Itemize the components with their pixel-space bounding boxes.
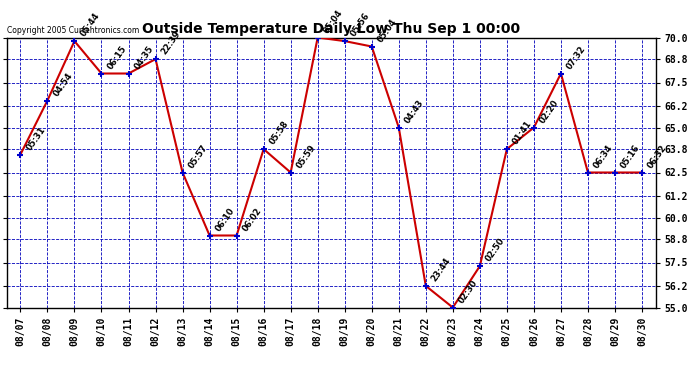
Text: 05:58: 05:58 [268,119,290,146]
Text: 02:30: 02:30 [457,278,480,305]
Text: 06:34: 06:34 [592,143,615,170]
Text: 07:32: 07:32 [565,44,588,71]
Title: Outside Temperature Daily Low Thu Sep 1 00:00: Outside Temperature Daily Low Thu Sep 1 … [142,22,520,36]
Text: 04:35: 04:35 [132,44,155,71]
Text: 06:02: 06:02 [241,206,264,233]
Text: 05:04: 05:04 [322,8,344,35]
Text: 02:50: 02:50 [484,236,506,263]
Text: Copyright 2005 Currentronics.com: Copyright 2005 Currentronics.com [7,26,139,35]
Text: 04:43: 04:43 [403,98,426,125]
Text: 05:59: 05:59 [295,143,317,170]
Text: 06:10: 06:10 [214,206,237,233]
Text: 02:20: 02:20 [538,98,561,125]
Text: 22:39: 22:39 [159,29,182,56]
Text: 04:54: 04:54 [52,70,75,98]
Text: 05:16: 05:16 [619,142,642,170]
Text: 23:44: 23:44 [430,256,453,283]
Text: 05:04: 05:04 [376,17,399,44]
Text: 05:31: 05:31 [25,125,47,152]
Text: 06:15: 06:15 [106,44,128,71]
Text: 01:41: 01:41 [511,119,534,146]
Text: 05:56: 05:56 [349,11,372,38]
Text: 05:57: 05:57 [187,143,209,170]
Text: 05:44: 05:44 [79,11,101,38]
Text: 06:32: 06:32 [646,143,669,170]
